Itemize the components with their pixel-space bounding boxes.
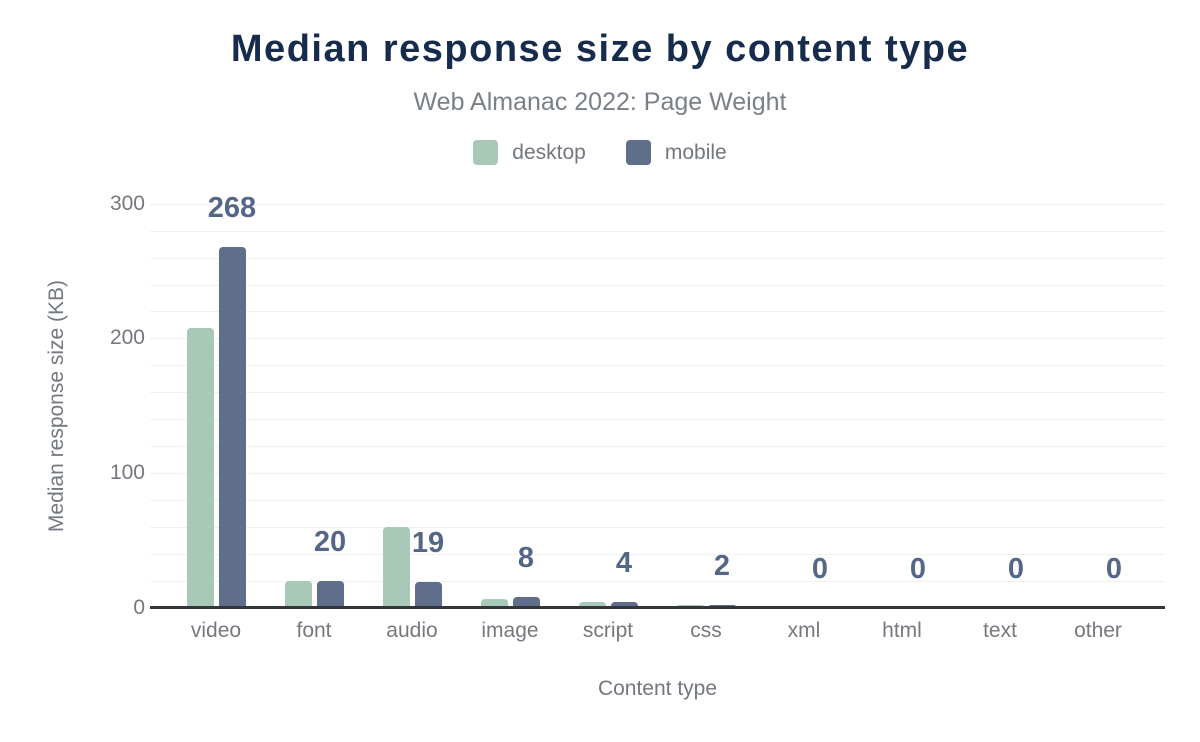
x-tick-label: text (983, 619, 1017, 642)
bar-value-label: 0 (909, 552, 927, 585)
bar-mobile-font (316, 580, 344, 608)
x-axis-line (150, 606, 1165, 609)
gridline (150, 419, 1165, 421)
legend-item-desktop: desktop (473, 140, 586, 165)
bar-mobile-video (218, 246, 246, 608)
bar-value-label: 0 (1007, 552, 1025, 585)
gridline (150, 446, 1165, 447)
gridline (150, 472, 1165, 474)
bar-value-label: 19 (411, 526, 445, 559)
gridline (150, 203, 1165, 205)
x-tick-label: video (190, 619, 242, 642)
x-tick-label: image (481, 619, 539, 642)
chart-subtitle: Web Almanac 2022: Page Weight (413, 88, 787, 116)
x-tick-label: font (296, 619, 332, 642)
gridline (150, 284, 1165, 286)
desktop-legend-swatch (473, 140, 499, 165)
gridline (150, 499, 1165, 501)
gridline (150, 553, 1165, 555)
bar-value-label: 20 (313, 525, 347, 558)
gridline (150, 230, 1165, 232)
x-tick-label: xml (787, 619, 821, 642)
legend-item-label: desktop (512, 140, 586, 164)
legend-item-label: mobile (664, 140, 727, 164)
bar-value-label: 8 (517, 541, 535, 574)
x-tick-label: css (690, 619, 722, 642)
bar-desktop-script (578, 602, 606, 608)
x-axis-title: Content type (597, 677, 718, 700)
bar-desktop-font (284, 580, 312, 608)
gridline (150, 392, 1165, 394)
x-tick-label: html (882, 619, 922, 642)
bar-value-label: 0 (1105, 552, 1123, 585)
chart-title: Median response size by content type (230, 28, 970, 70)
gridline (150, 338, 1165, 340)
bar-value-label: 4 (615, 547, 633, 580)
y-axis-title: Median response size (KB) (45, 279, 68, 533)
legend-item-mobile: mobile (625, 140, 727, 165)
y-tick-label: 200 (109, 326, 145, 350)
y-tick-label: 100 (109, 460, 145, 484)
bar-value-label: 0 (811, 552, 829, 585)
gridline (150, 580, 1165, 582)
bar-value-label: 268 (207, 191, 257, 224)
bar-mobile-audio (414, 581, 442, 608)
bar-desktop-audio (382, 526, 410, 608)
mobile-legend-swatch (625, 140, 651, 165)
bar-mobile-image (512, 596, 540, 608)
y-tick-label: 0 (133, 595, 145, 619)
gridline (150, 311, 1165, 313)
x-tick-label: audio (386, 619, 438, 642)
y-tick-label: 300 (109, 191, 145, 215)
bar-mobile-script (610, 602, 638, 608)
bar-desktop-image (480, 599, 508, 608)
x-tick-label: other (1074, 619, 1122, 642)
gridline (150, 526, 1165, 528)
bar-desktop-video (186, 327, 214, 608)
gridline (150, 257, 1165, 259)
bar-value-label: 2 (713, 549, 731, 582)
legend: desktop mobile (0, 140, 1200, 165)
x-tick-label: script (582, 619, 634, 642)
gridline (150, 365, 1165, 367)
